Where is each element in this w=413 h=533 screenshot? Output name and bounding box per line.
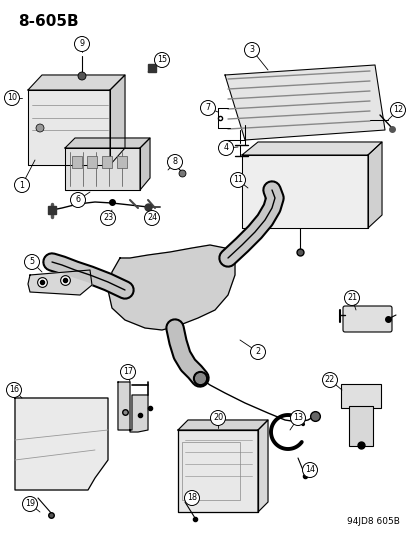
Circle shape xyxy=(250,344,265,359)
Text: 8-605B: 8-605B xyxy=(18,14,78,29)
Text: 19: 19 xyxy=(25,499,35,508)
Polygon shape xyxy=(242,142,381,155)
Text: 2: 2 xyxy=(255,348,260,357)
Text: 4: 4 xyxy=(223,143,228,152)
Circle shape xyxy=(244,43,259,58)
Text: 1: 1 xyxy=(19,181,24,190)
Polygon shape xyxy=(110,75,125,165)
Circle shape xyxy=(210,410,225,425)
Circle shape xyxy=(144,211,159,225)
Text: 17: 17 xyxy=(123,367,133,376)
Polygon shape xyxy=(28,75,125,90)
FancyBboxPatch shape xyxy=(340,384,380,408)
Polygon shape xyxy=(118,382,147,432)
Text: 13: 13 xyxy=(292,414,302,423)
FancyBboxPatch shape xyxy=(342,306,391,332)
Polygon shape xyxy=(65,148,140,190)
Circle shape xyxy=(302,463,317,478)
Text: 24: 24 xyxy=(147,214,157,222)
Bar xyxy=(182,442,240,500)
Circle shape xyxy=(200,101,215,116)
Polygon shape xyxy=(242,155,367,228)
Circle shape xyxy=(36,124,44,132)
Bar xyxy=(72,156,82,168)
Circle shape xyxy=(78,72,86,80)
Circle shape xyxy=(230,173,245,188)
Polygon shape xyxy=(28,270,92,295)
Circle shape xyxy=(167,155,182,169)
Text: 5: 5 xyxy=(29,257,34,266)
Bar xyxy=(117,156,127,168)
Circle shape xyxy=(344,290,358,305)
Polygon shape xyxy=(257,420,267,512)
Text: 8: 8 xyxy=(172,157,177,166)
Text: 15: 15 xyxy=(157,55,167,64)
Text: 14: 14 xyxy=(304,465,314,474)
Circle shape xyxy=(24,254,39,270)
Circle shape xyxy=(322,373,337,387)
Text: 16: 16 xyxy=(9,385,19,394)
Text: 18: 18 xyxy=(187,494,197,503)
Circle shape xyxy=(70,192,85,207)
Polygon shape xyxy=(178,430,257,512)
Polygon shape xyxy=(367,142,381,228)
Bar xyxy=(87,156,97,168)
Circle shape xyxy=(389,102,404,117)
Text: 7: 7 xyxy=(205,103,210,112)
Polygon shape xyxy=(140,138,150,190)
Polygon shape xyxy=(28,90,110,165)
Text: 10: 10 xyxy=(7,93,17,102)
Circle shape xyxy=(14,177,29,192)
Text: 11: 11 xyxy=(233,175,242,184)
Text: 3: 3 xyxy=(249,45,254,54)
Polygon shape xyxy=(15,398,108,490)
Polygon shape xyxy=(224,65,384,140)
Text: 22: 22 xyxy=(324,376,334,384)
Polygon shape xyxy=(65,138,150,148)
Text: 21: 21 xyxy=(346,294,356,303)
Text: 20: 20 xyxy=(212,414,223,423)
Polygon shape xyxy=(108,245,235,330)
Text: 9: 9 xyxy=(79,39,84,49)
Polygon shape xyxy=(178,420,267,430)
Circle shape xyxy=(290,410,305,425)
Text: 6: 6 xyxy=(75,196,80,205)
Bar xyxy=(102,156,112,168)
FancyBboxPatch shape xyxy=(348,406,372,446)
Circle shape xyxy=(7,383,21,398)
Circle shape xyxy=(74,36,89,52)
Circle shape xyxy=(120,365,135,379)
Text: 94JD8 605B: 94JD8 605B xyxy=(346,517,399,526)
Circle shape xyxy=(100,211,115,225)
Circle shape xyxy=(5,91,19,106)
Circle shape xyxy=(218,141,233,156)
Text: 23: 23 xyxy=(103,214,113,222)
Circle shape xyxy=(22,497,38,512)
Text: 12: 12 xyxy=(392,106,402,115)
Circle shape xyxy=(184,490,199,505)
Circle shape xyxy=(154,52,169,68)
